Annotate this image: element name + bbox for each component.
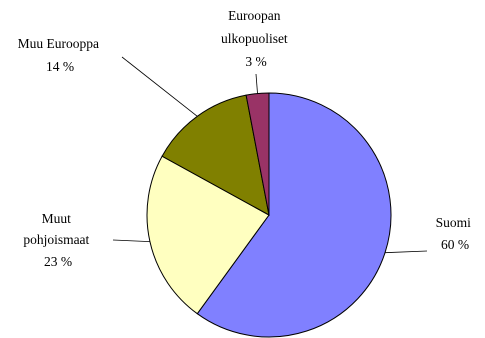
pie-slice-muu-eurooppa <box>161 94 270 216</box>
slice-label-suomi: Suomi 60 % <box>436 215 475 252</box>
slice-value-suomi: 60 % <box>441 237 469 252</box>
slice-labels: Suomi 60 % Muut pohjoismaat 23 % Muu Eur… <box>18 8 475 269</box>
pie-slice-suomi <box>196 92 392 338</box>
leader-line-suomi <box>385 250 428 254</box>
slice-value-muu-eurooppa: 14 % <box>46 59 74 74</box>
slice-name-muut-line1: Muut <box>42 211 72 226</box>
slice-value-muut-pohjoismaat: 23 % <box>44 254 72 269</box>
slice-label-muu-eurooppa: Muu Eurooppa 14 % <box>18 36 103 74</box>
leader-lines <box>112 56 428 254</box>
pie-slice-euroopan-ulkopuoliset <box>245 92 270 216</box>
slice-label-euroopan-ulkopuoliset: Euroopan ulkopuoliset 3 % <box>221 8 291 69</box>
slice-label-muut-pohjoismaat: Muut pohjoismaat 23 % <box>23 211 92 269</box>
leader-line-muu-eurooppa <box>121 56 198 117</box>
slice-name-euroopan-line2: ulkopuoliset <box>221 31 288 46</box>
slice-name-euroopan-line1: Euroopan <box>228 8 281 23</box>
slice-name-muu-eurooppa: Muu Eurooppa <box>18 36 99 51</box>
pie-slices <box>146 92 392 338</box>
slice-name-suomi: Suomi <box>436 215 472 230</box>
leader-line-euroopan-ulkopuoliset <box>255 73 258 94</box>
leader-line-muut-pohjoismaat <box>112 239 150 243</box>
slice-value-euroopan-ulkopuoliset: 3 % <box>245 54 266 69</box>
slice-name-muut-line2: pohjoismaat <box>23 232 89 247</box>
